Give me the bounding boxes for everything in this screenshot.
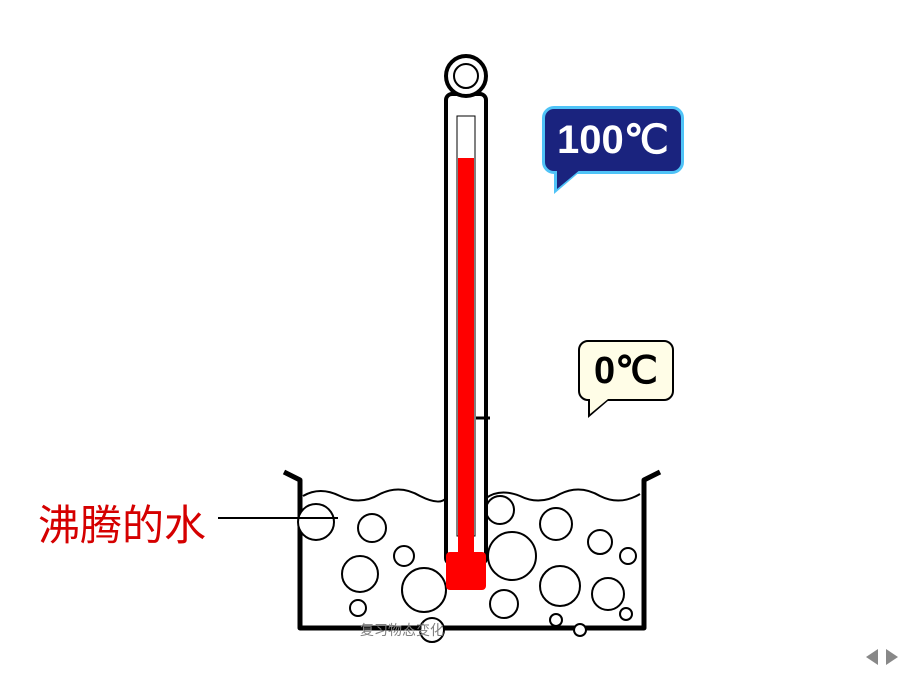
label-0c-text: 0℃ — [594, 350, 658, 392]
callout-arrow — [590, 394, 614, 414]
diagram-svg — [0, 0, 920, 690]
thermometer — [446, 56, 490, 590]
boiling-water-label: 沸腾的水 — [38, 492, 206, 553]
footer-text: 复习物态变化 — [360, 620, 444, 640]
label-0c: 0℃ — [578, 340, 674, 401]
nav-buttons — [864, 649, 900, 670]
prev-icon[interactable] — [866, 649, 878, 665]
label-100c-text: 100℃ — [557, 118, 669, 162]
diagram-container: 100℃ 0℃ 沸腾的水 复习物态变化 — [0, 0, 920, 690]
callout-arrow — [557, 164, 587, 189]
label-100c: 100℃ — [542, 106, 684, 174]
next-icon[interactable] — [886, 649, 898, 665]
